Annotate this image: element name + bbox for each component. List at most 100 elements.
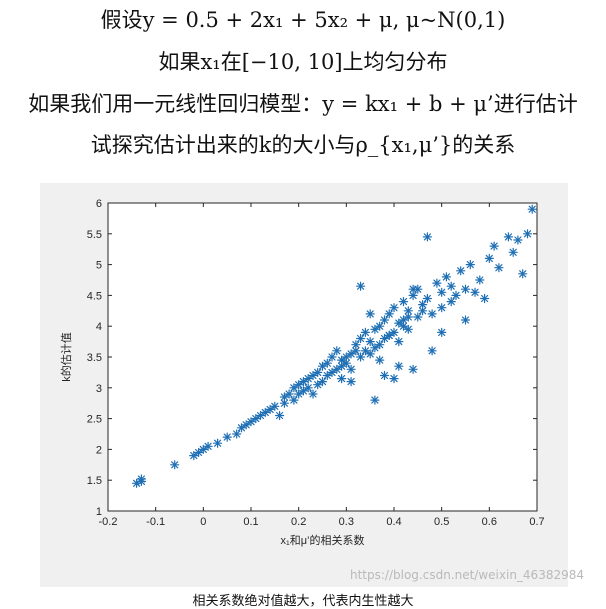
data-point (236, 423, 247, 433)
data-point (322, 370, 332, 381)
data-point (313, 380, 323, 390)
y-tick-label: 5 (96, 260, 102, 272)
data-point (337, 355, 347, 365)
data-point (346, 349, 356, 359)
caption: 相关系数绝对值越大，代表内生性越大 (192, 594, 414, 609)
data-point (189, 451, 199, 461)
data-point (513, 235, 523, 245)
axes-background (108, 203, 537, 511)
data-point (356, 333, 366, 344)
data-point (456, 266, 466, 276)
data-point (494, 263, 504, 273)
data-point (298, 377, 308, 387)
header-formula-line-3: 如果我们用一元线性回归模型：y = kx₁ + b + μ’进行估计 (28, 92, 578, 116)
data-point (222, 432, 232, 442)
data-point (370, 395, 380, 405)
data-point (394, 361, 404, 371)
data-point (389, 303, 399, 313)
data-point (327, 367, 337, 377)
data-point (489, 241, 499, 251)
data-point (432, 278, 442, 288)
y-tick-label: 2 (96, 444, 102, 456)
data-point (294, 389, 304, 399)
data-point (322, 358, 332, 368)
data-point (508, 247, 518, 257)
data-point (356, 352, 366, 362)
data-point (194, 447, 204, 458)
x-tick-label: -0.2 (99, 516, 118, 528)
data-point (403, 312, 413, 322)
data-point (289, 395, 299, 405)
data-point (413, 312, 423, 322)
data-point (370, 324, 380, 334)
data-point (303, 374, 313, 384)
data-point (370, 343, 380, 353)
data-point (332, 346, 342, 356)
x-tick-label: 0.7 (529, 516, 544, 528)
data-point (251, 414, 261, 424)
data-point (427, 309, 437, 319)
data-point (422, 293, 432, 304)
data-point (418, 306, 428, 316)
data-point (317, 361, 328, 371)
data-point (360, 327, 370, 337)
data-point (332, 364, 342, 374)
data-point (398, 321, 409, 331)
data-point (241, 420, 251, 430)
data-point (394, 337, 404, 347)
x-tick-label: 0.2 (291, 516, 306, 528)
header-formula-line-4: 试探究估计出来的k的大小与ρ_{x₁,μ’}的关系 (90, 133, 516, 157)
data-point (408, 284, 418, 294)
data-point (389, 374, 399, 384)
data-point (136, 474, 147, 484)
data-point (460, 315, 471, 325)
data-point (279, 392, 289, 402)
data-point (213, 438, 223, 448)
data-point (365, 337, 375, 347)
data-point (337, 374, 347, 384)
axes-frame (107, 202, 538, 512)
data-point (427, 346, 437, 356)
data-point (346, 364, 356, 374)
x-tick-label: 0.4 (386, 516, 401, 528)
y-tick-label: 2.5 (87, 414, 102, 426)
y-tick-label: 3.5 (87, 352, 102, 364)
data-point (394, 318, 404, 328)
data-point (375, 355, 385, 365)
data-point (465, 259, 475, 270)
data-point (446, 281, 456, 291)
data-point (308, 389, 318, 399)
data-point (422, 232, 432, 242)
data-point (460, 284, 471, 294)
data-point (170, 460, 180, 470)
x-tick-label: 0.6 (482, 516, 497, 528)
data-point (379, 315, 390, 325)
x-tick-label: 0.5 (434, 516, 449, 528)
y-tick-label: 6 (96, 198, 102, 210)
data-point (279, 398, 289, 408)
data-point (437, 287, 447, 297)
data-point (503, 232, 513, 242)
y-tick-label: 1 (96, 506, 102, 518)
data-point (317, 377, 328, 387)
data-point (408, 364, 418, 374)
data-point (270, 401, 280, 411)
data-point (346, 377, 356, 387)
data-point (313, 367, 323, 377)
data-point (356, 281, 366, 291)
data-point (365, 309, 375, 319)
y-tick-label: 3 (96, 383, 102, 395)
data-point (298, 386, 308, 396)
ticks-layer: -0.2 -0.1 0 0.1 0.2 0.3 0.4 0.5 0.6 0.7 1 1.5 2 2.5 3 3… (87, 198, 545, 528)
data-point (389, 327, 399, 337)
y-axis-label: k的估计值 (59, 332, 73, 382)
data-point (379, 370, 390, 381)
y-tick-label: 5.5 (87, 229, 102, 241)
x-tick-label: 0.1 (243, 516, 258, 528)
data-point (198, 444, 208, 454)
data-point (403, 324, 413, 334)
data-point (360, 346, 370, 356)
data-point (303, 383, 313, 393)
data-point (527, 204, 537, 214)
data-point (327, 352, 337, 362)
